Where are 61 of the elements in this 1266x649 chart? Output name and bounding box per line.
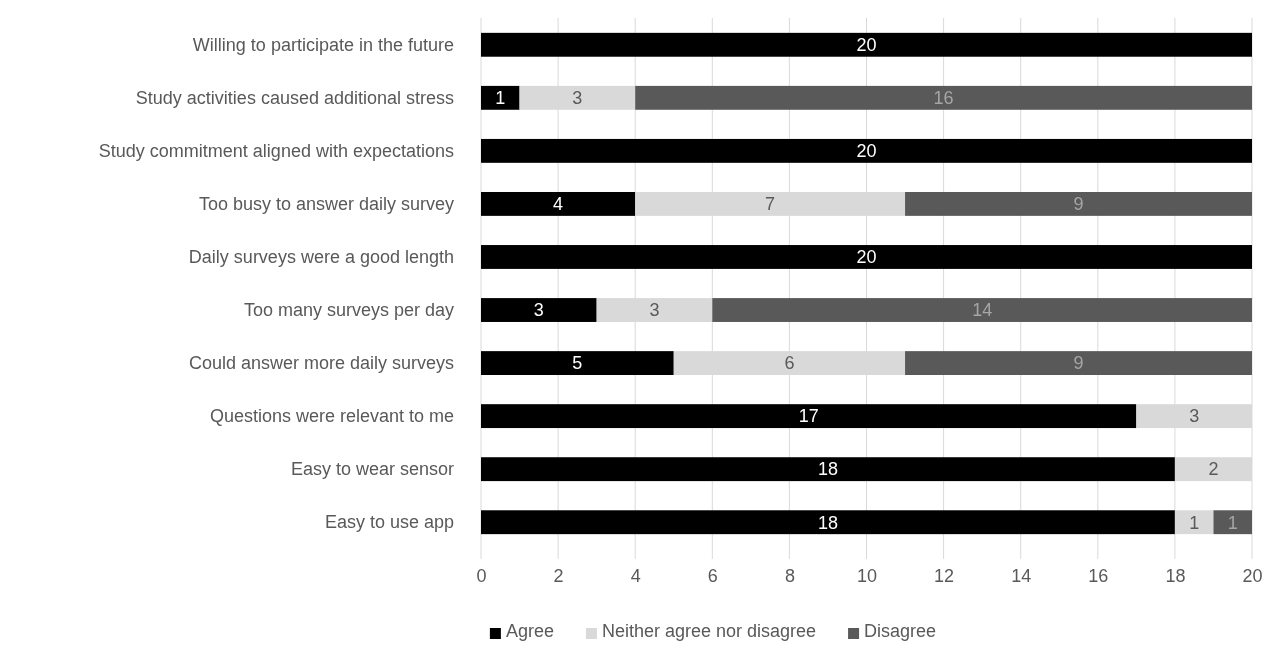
- x-tick-label: 20: [1242, 566, 1263, 587]
- data-label: 20: [856, 141, 877, 162]
- bar: [712, 298, 1252, 322]
- bar: [635, 85, 1252, 110]
- legend-label: Neither agree nor disagree: [601, 621, 817, 641]
- x-tick-label: 8: [784, 566, 795, 587]
- y-tick-label: Could answer more daily surveys: [188, 352, 454, 373]
- bar: [481, 85, 520, 110]
- data-label: 3: [572, 88, 583, 109]
- bar: [905, 351, 1252, 376]
- data-label: 20: [856, 247, 877, 268]
- x-tick-label: 16: [1088, 566, 1109, 587]
- bar: [481, 457, 1175, 482]
- y-tick-label: Easy to wear sensor: [290, 458, 454, 479]
- data-label: 9: [1073, 353, 1084, 374]
- legend-label: Agree: [505, 621, 554, 641]
- x-tick-label: 0: [476, 566, 487, 587]
- y-tick-label: Study commitment aligned with expectations: [98, 140, 454, 161]
- data-label: 9: [1073, 194, 1084, 215]
- bar: [481, 298, 597, 322]
- y-tick-label: Too many surveys per day: [243, 299, 454, 320]
- bar: [481, 245, 1252, 269]
- y-tick-label: Willing to participate in the future: [192, 34, 454, 55]
- bar: [481, 510, 1175, 535]
- x-tick-label: 18: [1165, 566, 1186, 587]
- x-tick-label: 6: [707, 566, 718, 587]
- x-tick-label: 12: [934, 566, 955, 587]
- bar: [481, 191, 636, 216]
- bar: [1213, 510, 1252, 535]
- bar: [481, 351, 674, 376]
- bar: [905, 191, 1252, 216]
- data-label: 2: [1208, 459, 1219, 480]
- x-tick-label: 14: [1011, 566, 1032, 587]
- x-tick-label: 10: [856, 566, 878, 587]
- data-label: 1: [1189, 512, 1200, 533]
- data-label: 6: [784, 353, 795, 374]
- y-tick-label: Too busy to answer daily survey: [198, 193, 454, 214]
- data-label: 20: [856, 35, 877, 56]
- data-label: 14: [972, 300, 993, 321]
- data-label: 18: [817, 512, 838, 533]
- data-label: 17: [798, 406, 819, 427]
- data-label: 3: [1189, 406, 1200, 427]
- data-label: 18: [817, 459, 838, 480]
- data-label: 1: [1227, 512, 1238, 533]
- x-tick-label: 2: [553, 566, 564, 587]
- legend-label: Disagree: [864, 621, 937, 641]
- data-label: 3: [533, 300, 544, 321]
- y-tick-label: Questions were relevant to me: [209, 405, 454, 426]
- data-label: 5: [572, 353, 583, 374]
- data-label: 1: [495, 88, 506, 109]
- data-label: 7: [765, 194, 776, 215]
- y-tick-label: Daily surveys were a good length: [188, 246, 454, 267]
- y-tick-label: Easy to use app: [324, 511, 454, 532]
- x-tick-label: 4: [630, 566, 641, 587]
- data-label: 3: [649, 300, 660, 321]
- y-tick-label: Study activities caused additional stress: [135, 87, 454, 108]
- bar: [481, 138, 1252, 163]
- bar: [481, 32, 1252, 57]
- data-label: 4: [553, 194, 564, 215]
- bar: [481, 404, 1137, 429]
- data-label: 16: [933, 88, 954, 109]
